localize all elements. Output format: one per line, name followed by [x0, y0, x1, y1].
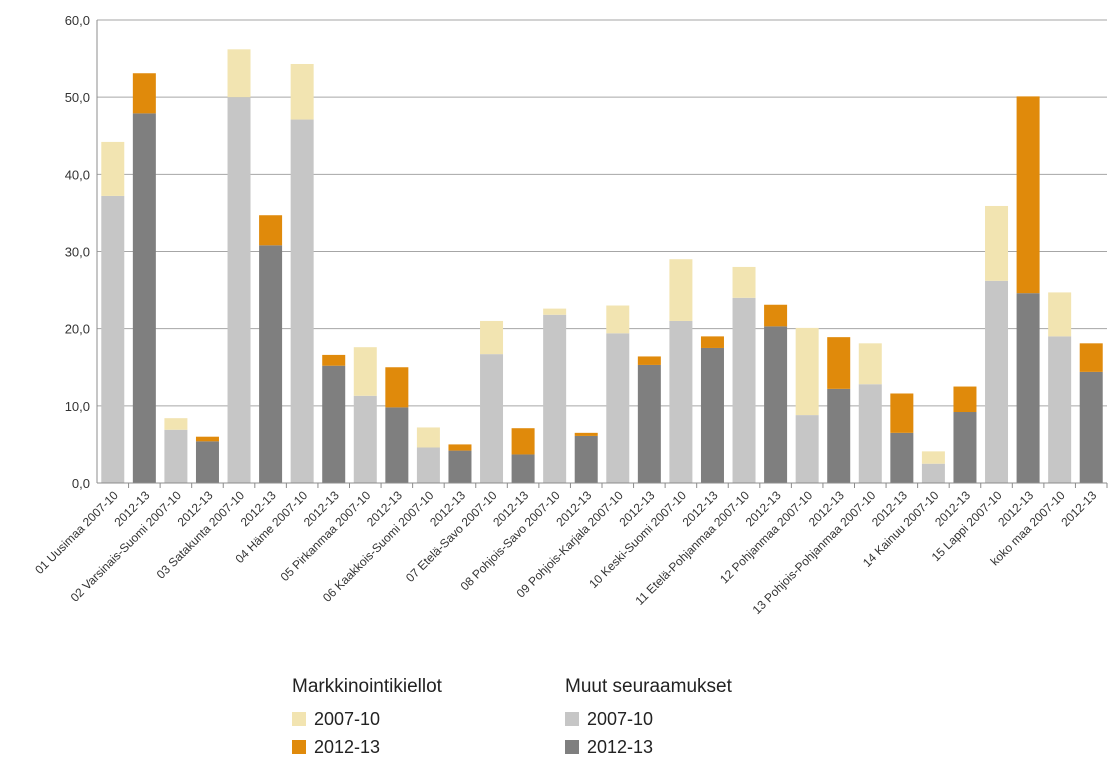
bar-muut-seuraamukset — [101, 195, 125, 483]
bar-markkinointikiellot — [1016, 96, 1040, 294]
bar-markkinointikiellot — [637, 356, 661, 365]
bar-markkinointikiellot — [132, 73, 156, 114]
bar-muut-seuraamukset — [921, 463, 945, 483]
bar-muut-seuraamukset — [195, 441, 219, 483]
bar-muut-seuraamukset — [1079, 371, 1103, 483]
bar-muut-seuraamukset — [700, 347, 724, 483]
bar-muut-seuraamukset — [164, 429, 188, 483]
bar-markkinointikiellot — [921, 451, 945, 464]
bar-markkinointikiellot — [858, 343, 882, 385]
bar-muut-seuraamukset — [732, 297, 756, 483]
bar-markkinointikiellot — [1079, 343, 1103, 372]
y-tick-label: 10,0 — [65, 399, 90, 414]
bar-muut-seuraamukset — [353, 395, 377, 483]
bar-markkinointikiellot — [227, 49, 251, 98]
bar-markkinointikiellot — [322, 354, 346, 366]
bar-markkinointikiellot — [511, 428, 535, 455]
bar-muut-seuraamukset — [858, 384, 882, 483]
bar-markkinointikiellot — [953, 386, 977, 413]
bar-muut-seuraamukset — [985, 280, 1009, 483]
bar-muut-seuraamukset — [1016, 293, 1040, 483]
bar-markkinointikiellot — [1048, 292, 1072, 337]
bar-muut-seuraamukset — [606, 333, 630, 483]
legend-title: Muut seuraamukset — [565, 676, 732, 697]
bar-markkinointikiellot — [700, 336, 724, 348]
legend-title: Markkinointikiellot — [292, 676, 442, 697]
bar-markkinointikiellot — [164, 418, 188, 430]
legend-item: 2012-13 — [565, 733, 732, 761]
legend-swatch — [292, 740, 306, 754]
bar-muut-seuraamukset — [227, 97, 251, 484]
bar-muut-seuraamukset — [259, 245, 283, 483]
bar-markkinointikiellot — [795, 327, 819, 416]
bar-muut-seuraamukset — [480, 354, 504, 483]
bar-muut-seuraamukset — [385, 407, 409, 483]
legend-swatch — [565, 740, 579, 754]
bar-muut-seuraamukset — [322, 365, 346, 483]
bar-markkinointikiellot — [732, 266, 756, 298]
bar-markkinointikiellot — [764, 304, 788, 327]
bar-muut-seuraamukset — [795, 415, 819, 483]
bar-muut-seuraamukset — [511, 454, 535, 483]
bar-markkinointikiellot — [353, 347, 377, 396]
legend-label: 2012-13 — [587, 736, 654, 757]
bar-muut-seuraamukset — [890, 432, 914, 483]
bar-markkinointikiellot — [101, 141, 125, 196]
bar-muut-seuraamukset — [669, 320, 693, 483]
bar-markkinointikiellot — [259, 215, 283, 246]
legend-markkinointikiellot: Markkinointikiellot 2007-10 2012-13 — [292, 676, 442, 761]
bar-markkinointikiellot — [416, 427, 440, 448]
bar-markkinointikiellot — [385, 367, 409, 408]
x-tick-label: 2012-13 — [1058, 488, 1099, 529]
bar-markkinointikiellot — [195, 436, 219, 442]
legend-label: 2012-13 — [314, 736, 381, 757]
legend-swatch — [292, 712, 306, 726]
legend-item: 2007-10 — [565, 705, 732, 733]
bar-markkinointikiellot — [827, 337, 851, 389]
bar-markkinointikiellot — [890, 393, 914, 433]
bar-muut-seuraamukset — [132, 113, 156, 483]
bar-markkinointikiellot — [669, 259, 693, 321]
bar-markkinointikiellot — [574, 432, 598, 436]
bar-muut-seuraamukset — [290, 119, 314, 484]
bar-muut-seuraamukset — [764, 326, 788, 483]
legend-item: 2007-10 — [292, 705, 442, 733]
y-tick-label: 40,0 — [65, 167, 90, 182]
y-tick-label: 20,0 — [65, 322, 90, 337]
y-tick-label: 50,0 — [65, 90, 90, 105]
y-axis: 0,0 10,0 20,0 30,0 40,0 50,0 60,0 — [65, 13, 98, 491]
legend-swatch — [565, 712, 579, 726]
y-tick-label: 0,0 — [72, 476, 90, 491]
bar-muut-seuraamukset — [574, 435, 598, 483]
bar-markkinointikiellot — [290, 63, 314, 120]
bar-muut-seuraamukset — [416, 447, 440, 483]
legend-label: 2007-10 — [314, 708, 381, 729]
y-tick-label: 60,0 — [65, 13, 90, 28]
bar-muut-seuraamukset — [953, 412, 977, 483]
bar-markkinointikiellot — [985, 205, 1009, 281]
legend-item: 2012-13 — [292, 733, 442, 761]
bar-muut-seuraamukset — [448, 450, 472, 483]
legend-muut-seuraamukset: Muut seuraamukset 2007-10 2012-13 — [565, 676, 732, 761]
bars — [101, 49, 1103, 484]
bar-markkinointikiellot — [480, 320, 504, 355]
bar-muut-seuraamukset — [637, 364, 661, 483]
bar-muut-seuraamukset — [827, 388, 851, 483]
bar-markkinointikiellot — [448, 444, 472, 451]
legend-label: 2007-10 — [587, 708, 654, 729]
bar-markkinointikiellot — [606, 305, 630, 334]
bar-markkinointikiellot — [543, 308, 567, 315]
bar-muut-seuraamukset — [1048, 336, 1072, 483]
y-tick-label: 30,0 — [65, 245, 90, 260]
bar-muut-seuraamukset — [543, 314, 567, 483]
